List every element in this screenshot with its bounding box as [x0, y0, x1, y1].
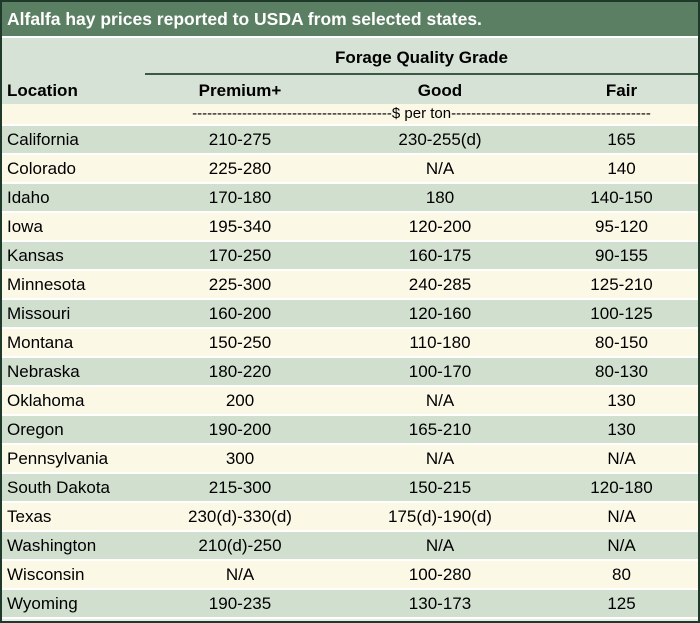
cell-fair: N/A	[607, 535, 636, 555]
cell-fair: 130	[607, 419, 636, 439]
cell-location: Oklahoma	[7, 390, 85, 410]
cell-good: 100-170	[408, 361, 472, 381]
cell-good: 160-175	[408, 245, 472, 265]
cell-premium: 180-220	[208, 361, 272, 381]
table-row: Wisconsin N/A 100-280 80	[2, 561, 698, 590]
cell-fair: 80	[612, 564, 631, 584]
cell-location: Minnesota	[7, 274, 86, 294]
cell-location: Montana	[7, 332, 74, 352]
cell-good: 130-173	[408, 593, 472, 613]
cell-premium: 215-300	[208, 477, 272, 497]
table-row: Iowa 195-340 120-200 95-120	[2, 213, 698, 242]
cell-fair: 95-120	[595, 216, 648, 236]
group-header-underline	[145, 73, 698, 75]
table-row: Washington 210(d)-250 N/A N/A	[2, 532, 698, 561]
cell-premium: N/A	[225, 564, 255, 584]
cell-fair: 140	[607, 158, 636, 178]
cell-location: Wisconsin	[7, 564, 85, 584]
table-row: South Dakota 215-300 150-215 120-180	[2, 474, 698, 503]
table-row: Kansas 170-250 160-175 90-155	[2, 242, 698, 271]
cell-premium: 210-275	[208, 129, 272, 149]
cell-location: California	[7, 129, 79, 149]
cell-premium: 200	[225, 390, 255, 410]
cell-fair: N/A	[607, 506, 636, 526]
cell-fair: 125	[607, 593, 636, 613]
table-row: Oklahoma 200 N/A 130	[2, 387, 698, 416]
cell-good: N/A	[425, 390, 455, 410]
cell-premium: 195-340	[208, 216, 272, 236]
table-row: Nebraska 180-220 100-170 80-130	[2, 358, 698, 387]
table-body: California 210-275 230-255(d) 165 Colorado 22…	[2, 126, 698, 619]
table-header: Forage Quality Grade Location Premium+ G…	[2, 38, 698, 104]
table-row: Missouri 160-200 120-160 100-125	[2, 300, 698, 329]
cell-location: Iowa	[7, 216, 43, 236]
group-header-label: Forage Quality Grade	[335, 48, 508, 67]
cell-location: Washington	[7, 535, 97, 555]
cell-location: South Dakota	[7, 477, 111, 497]
units-label: ----------------------------------------…	[192, 105, 651, 122]
cell-premium: 210(d)-250	[198, 535, 282, 555]
cell-good: 180	[425, 187, 455, 207]
column-header-premium: Premium+	[198, 81, 282, 100]
units-row: ----------------------------------------…	[2, 104, 698, 126]
cell-good: 120-200	[408, 216, 472, 236]
cell-fair: 165	[607, 129, 636, 149]
cell-fair: 100-125	[590, 303, 653, 323]
cell-good: N/A	[425, 535, 455, 555]
cell-premium: 225-280	[208, 158, 272, 178]
cell-premium: 170-180	[208, 187, 272, 207]
table-row: Wyoming 190-235 130-173 125	[2, 590, 698, 619]
cell-fair: 125-210	[590, 274, 653, 294]
cell-location: Pennsylvania	[7, 448, 109, 468]
column-header-good: Good	[417, 81, 463, 100]
cell-good: 240-285	[408, 274, 472, 294]
cell-premium: 160-200	[208, 303, 272, 323]
cell-location: Idaho	[7, 187, 50, 207]
cell-fair: 120-180	[590, 477, 653, 497]
table-row: Pennsylvania 300 N/A N/A	[2, 445, 698, 474]
cell-good: 120-160	[408, 303, 472, 323]
cell-fair: 140-150	[590, 187, 653, 207]
table-row: Texas 230(d)-330(d) 175(d)-190(d) N/A	[2, 503, 698, 532]
table-row: Montana 150-250 110-180 80-150	[2, 329, 698, 358]
cell-good: N/A	[425, 448, 455, 468]
cell-good: 230-255(d)	[398, 129, 482, 149]
cell-fair: 90-155	[595, 245, 648, 265]
cell-location: Texas	[7, 506, 52, 526]
cell-location: Wyoming	[7, 593, 78, 613]
cell-premium: 190-235	[208, 593, 272, 613]
cell-good: 150-215	[408, 477, 472, 497]
cell-premium: 190-200	[208, 419, 272, 439]
cell-fair: 80-130	[595, 361, 648, 381]
cell-premium: 225-300	[208, 274, 272, 294]
cell-location: Oregon	[7, 419, 64, 439]
cell-location: Nebraska	[7, 361, 80, 381]
cell-location: Colorado	[7, 158, 76, 178]
cell-fair: 80-150	[595, 332, 648, 352]
cell-premium: 150-250	[208, 332, 272, 352]
cell-good: 165-210	[408, 419, 472, 439]
cell-premium: 170-250	[208, 245, 272, 265]
table-row: Colorado 225-280 N/A 140	[2, 155, 698, 184]
table-row: Idaho 170-180 180 140-150	[2, 184, 698, 213]
table-row: Minnesota 225-300 240-285 125-210	[2, 271, 698, 300]
cell-good: N/A	[425, 158, 455, 178]
table-row: Oregon 190-200 165-210 130	[2, 416, 698, 445]
cell-location: Kansas	[7, 245, 64, 265]
cell-location: Missouri	[7, 303, 71, 323]
cell-good: 100-280	[408, 564, 472, 584]
table-row: California 210-275 230-255(d) 165	[2, 126, 698, 155]
table-title: Alfalfa hay prices reported to USDA from…	[2, 2, 698, 38]
column-header-fair: Fair	[605, 81, 638, 100]
cell-fair: N/A	[607, 448, 636, 468]
cell-fair: 130	[607, 390, 636, 410]
cell-good: 110-180	[409, 332, 471, 352]
cell-good: 175(d)-190(d)	[388, 506, 492, 526]
column-header-location: Location	[7, 81, 78, 100]
cell-premium: 300	[225, 448, 255, 468]
cell-premium: 230(d)-330(d)	[188, 506, 292, 526]
